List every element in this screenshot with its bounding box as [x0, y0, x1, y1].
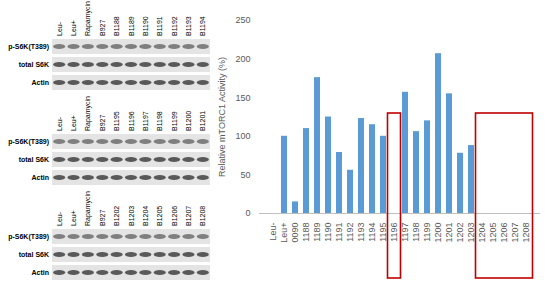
svg-text:1197: 1197	[400, 223, 410, 242]
svg-text:B1198: B1198	[156, 111, 163, 131]
svg-text:Actin: Actin	[32, 79, 50, 86]
svg-text:0: 0	[245, 208, 250, 218]
svg-text:B1197: B1197	[142, 111, 149, 131]
svg-text:1192: 1192	[345, 223, 355, 242]
svg-text:1204: 1204	[477, 223, 487, 243]
svg-text:Actin: Actin	[32, 174, 50, 181]
svg-text:100: 100	[235, 131, 250, 141]
svg-text:B1202: B1202	[113, 206, 120, 226]
svg-text:1205: 1205	[488, 223, 498, 243]
svg-text:total S6K: total S6K	[19, 251, 49, 258]
svg-text:B1203: B1203	[128, 206, 135, 226]
svg-text:B1193: B1193	[185, 16, 192, 36]
svg-text:p-S6K(T389): p-S6K(T389)	[8, 233, 49, 241]
svg-text:1207: 1207	[510, 223, 520, 243]
svg-text:50: 50	[240, 170, 250, 180]
svg-text:B927: B927	[99, 20, 106, 36]
svg-text:B1206: B1206	[171, 206, 178, 226]
svg-text:B1194: B1194	[199, 16, 206, 36]
svg-text:Leu-: Leu-	[56, 21, 63, 36]
svg-text:1190: 1190	[323, 223, 333, 242]
svg-text:Rapamycin: Rapamycin	[84, 191, 92, 226]
svg-text:B1200: B1200	[185, 111, 192, 131]
svg-text:1201: 1201	[444, 223, 454, 243]
svg-text:p-S6K(T389): p-S6K(T389)	[8, 138, 49, 146]
svg-text:B1189: B1189	[128, 16, 135, 36]
svg-text:1188: 1188	[301, 223, 311, 242]
svg-text:B1204: B1204	[142, 206, 149, 226]
svg-text:1202: 1202	[455, 223, 465, 243]
svg-text:Leu+: Leu+	[70, 115, 77, 131]
svg-text:Rapamycin: Rapamycin	[84, 1, 92, 36]
svg-text:1200: 1200	[433, 223, 443, 243]
svg-text:Leu+: Leu+	[70, 210, 77, 226]
svg-text:Leu-: Leu-	[56, 211, 63, 226]
svg-text:total S6K: total S6K	[19, 61, 49, 68]
svg-text:B1188: B1188	[113, 16, 120, 36]
svg-text:Actin: Actin	[32, 269, 50, 276]
svg-text:1193: 1193	[356, 223, 366, 242]
svg-text:250: 250	[235, 15, 250, 25]
svg-text:1191: 1191	[334, 223, 344, 242]
svg-text:Leu+: Leu+	[279, 223, 289, 243]
svg-text:B1207: B1207	[185, 206, 192, 226]
svg-text:0090: 0090	[290, 223, 300, 243]
svg-text:B1195: B1195	[113, 111, 120, 131]
svg-text:B1205: B1205	[156, 206, 163, 226]
svg-text:Rapamycin: Rapamycin	[84, 96, 92, 131]
svg-text:1194: 1194	[367, 223, 377, 242]
svg-text:B1199: B1199	[171, 111, 178, 131]
svg-text:1196: 1196	[389, 223, 399, 242]
svg-text:Leu-: Leu-	[56, 116, 63, 131]
svg-text:total S6K: total S6K	[19, 156, 49, 163]
svg-text:1189: 1189	[312, 223, 322, 242]
svg-text:B927: B927	[99, 210, 106, 226]
svg-text:B1201: B1201	[199, 111, 206, 131]
svg-text:B1190: B1190	[142, 16, 149, 36]
svg-text:1203: 1203	[466, 222, 477, 243]
svg-text:B1196: B1196	[128, 111, 135, 131]
svg-text:B1192: B1192	[171, 16, 178, 36]
svg-text:200: 200	[235, 54, 250, 64]
svg-text:B927: B927	[99, 115, 106, 131]
svg-text:Leu-: Leu-	[268, 222, 278, 240]
svg-text:Relative mTORC1 Activity (%): Relative mTORC1 Activity (%)	[217, 57, 227, 177]
svg-text:p-S6K(T389): p-S6K(T389)	[8, 43, 49, 51]
svg-text:Leu+: Leu+	[70, 20, 77, 36]
svg-text:B1208: B1208	[199, 206, 206, 226]
svg-text:B1191: B1191	[156, 16, 163, 36]
svg-text:1206: 1206	[499, 223, 509, 243]
svg-text:1208: 1208	[521, 223, 531, 243]
svg-text:1199: 1199	[422, 223, 432, 242]
svg-text:1195: 1195	[378, 222, 389, 242]
svg-text:150: 150	[235, 93, 250, 103]
svg-text:1198: 1198	[411, 223, 421, 242]
